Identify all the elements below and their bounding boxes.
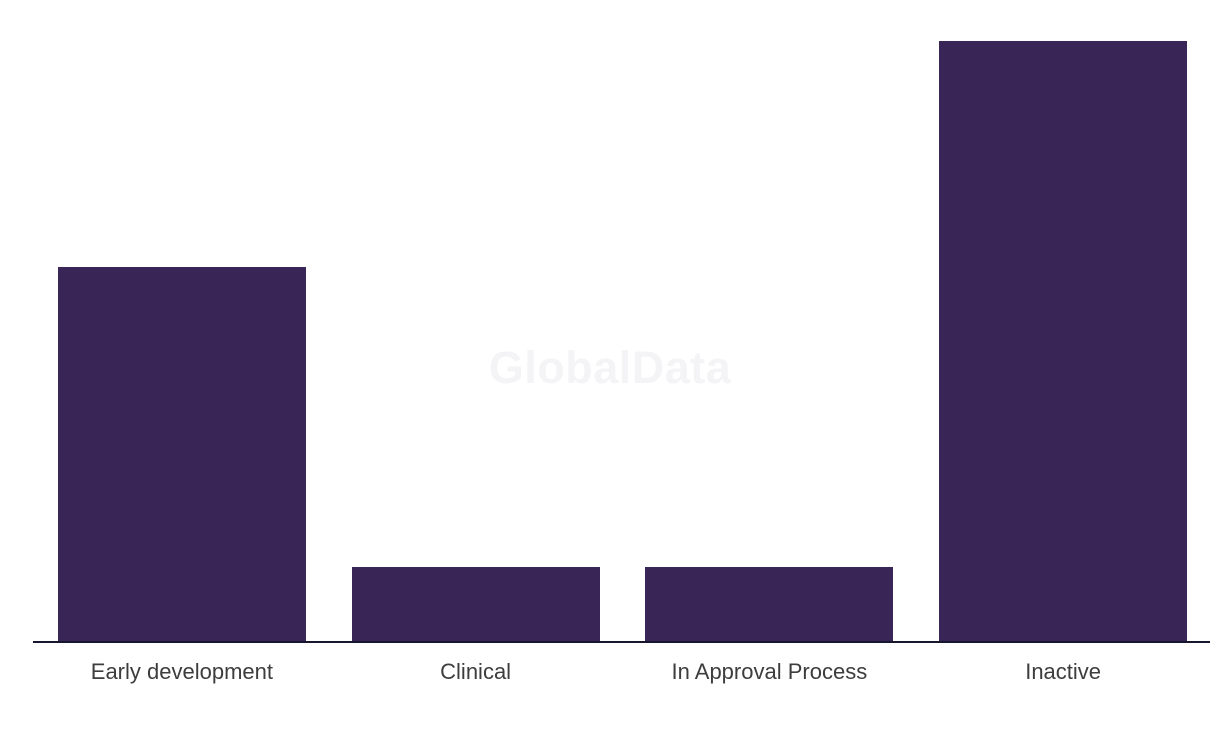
x-axis-label-clinical: Clinical xyxy=(440,659,512,684)
bar-slot xyxy=(916,41,1210,641)
x-axis-label-early-development: Early development xyxy=(90,659,273,684)
x-axis-label-inactive: Inactive xyxy=(1025,659,1102,684)
bar-early-development xyxy=(57,267,306,641)
bar-slot xyxy=(623,41,917,641)
x-axis-labels: Early development Clinical In Approval Pro… xyxy=(35,659,1210,684)
x-axis-label-in-approval-process: In Approval Process xyxy=(671,659,868,684)
bar-inactive xyxy=(939,41,1188,641)
plot-area xyxy=(35,41,1210,641)
bar-in-approval-process xyxy=(645,567,894,641)
bar-clinical xyxy=(351,567,600,641)
x-axis-line xyxy=(33,641,1210,643)
bar-slot xyxy=(35,41,329,641)
bar-slot xyxy=(329,41,623,641)
